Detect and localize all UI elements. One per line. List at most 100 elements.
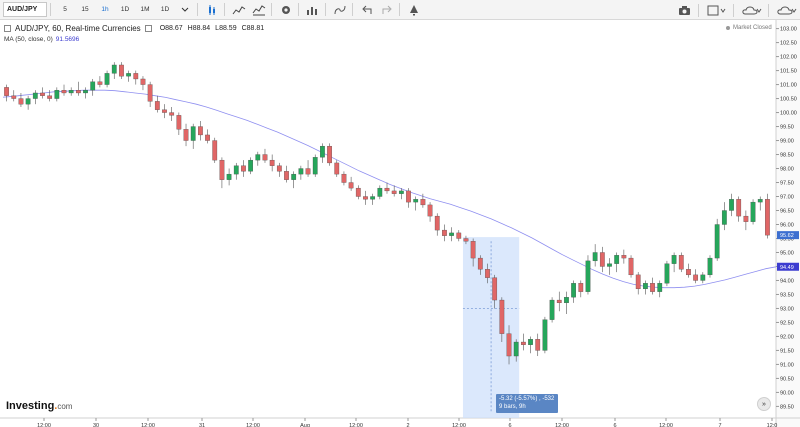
price-tick-label: 92.50 — [780, 320, 794, 326]
price-tick-label: 102.50 — [780, 41, 797, 47]
price-tick-label: 97.00 — [780, 195, 794, 201]
price-tick-label: 101.50 — [780, 69, 797, 75]
symbol-search-input[interactable]: AUD/JPY — [3, 2, 47, 17]
price-tick-label: 99.00 — [780, 139, 794, 145]
toolbar-separator — [50, 3, 51, 16]
candle-body — [578, 283, 584, 292]
dropdown-icon[interactable] — [176, 2, 194, 17]
candle-body — [334, 162, 340, 175]
candle-body — [298, 168, 304, 175]
indicators-icon[interactable] — [230, 2, 248, 17]
ohlc-values: O88.67 H88.84 L88.59 C88.81 — [160, 25, 267, 32]
high-value: 88.84 — [192, 25, 211, 32]
toolbar-separator — [399, 3, 400, 16]
candle-body — [126, 73, 131, 77]
candle-body — [765, 199, 770, 236]
candle-body — [377, 187, 383, 197]
candle-body — [147, 84, 153, 102]
candle-body — [456, 232, 462, 239]
toolbar-separator — [271, 3, 272, 16]
candle-body — [528, 339, 533, 345]
price-tick-label: 96.50 — [780, 209, 794, 215]
price-axis-background — [776, 20, 800, 427]
studies-icon[interactable] — [250, 2, 268, 17]
candle-body — [492, 277, 498, 301]
candle-body — [657, 283, 663, 292]
time-tick-label: 12:00 — [452, 423, 466, 427]
candle-body — [750, 201, 756, 222]
redo-icon[interactable] — [378, 2, 396, 17]
candle-body — [90, 81, 96, 91]
cloud-save-icon[interactable] — [739, 3, 765, 18]
candle-body — [40, 92, 45, 96]
toolbar-separator — [733, 3, 734, 17]
timeframe-1m-button[interactable]: 1M — [140, 6, 150, 13]
timeframe-1d-button[interactable]: 1D — [120, 6, 130, 13]
candle-body — [664, 263, 670, 284]
candle-body — [219, 159, 225, 180]
candle-body — [477, 257, 483, 270]
layout-icon[interactable] — [704, 3, 730, 18]
candle-body — [18, 98, 24, 105]
candle-body — [241, 165, 246, 172]
candle-body — [485, 269, 490, 278]
candle-body — [233, 165, 239, 175]
candle-body — [635, 274, 641, 290]
toolbar-separator — [698, 3, 699, 17]
status-dot-icon — [726, 26, 730, 30]
candle-body — [463, 238, 469, 242]
candle-body — [406, 190, 411, 203]
alert-icon[interactable] — [405, 2, 423, 17]
scroll-to-realtime-button[interactable]: » — [757, 397, 771, 411]
candle-body — [327, 145, 332, 164]
candle-body — [535, 339, 541, 351]
candle-body — [686, 269, 691, 276]
camera-icon[interactable] — [673, 3, 695, 18]
timeframe-15-button[interactable]: 15 — [81, 6, 89, 13]
logo-name: Investing — [6, 400, 55, 412]
timeframe-1h-button[interactable]: 1h — [101, 6, 109, 13]
legend-settings-icon[interactable] — [144, 25, 152, 32]
candle-body — [592, 252, 598, 262]
price-tick-label: 100.00 — [780, 111, 797, 117]
timeframe-1d-alt-button[interactable]: 1D — [160, 6, 170, 13]
templates-icon[interactable] — [331, 2, 349, 17]
candle-body — [140, 78, 146, 85]
price-tick-label: 91.00 — [780, 362, 794, 368]
candle-body — [276, 165, 282, 172]
cloud-load-icon[interactable] — [774, 3, 800, 18]
toolbar-separator — [325, 3, 326, 16]
market-status-label: Market Closed — [733, 25, 772, 31]
price-tick-label: 96.00 — [780, 222, 794, 228]
settings-icon[interactable] — [277, 2, 295, 17]
candle-body — [585, 260, 591, 292]
candle-body — [4, 87, 9, 96]
candle-body — [736, 199, 742, 217]
price-tick-label: 97.50 — [780, 181, 794, 187]
candle-style-icon[interactable] — [203, 2, 221, 17]
undo-icon[interactable] — [358, 2, 376, 17]
toolbar-separator — [768, 3, 769, 17]
toolbar-right — [671, 0, 800, 20]
ma-value: 91.5696 — [55, 36, 80, 43]
candle-body — [212, 140, 218, 161]
price-tick-label: 89.50 — [780, 404, 794, 410]
candle-body — [549, 299, 555, 320]
candle-body — [97, 81, 103, 85]
candle-body — [398, 190, 404, 194]
candle-body — [111, 64, 117, 74]
candle-body — [255, 154, 261, 161]
price-tick-label: 94.00 — [780, 278, 794, 284]
price-chart[interactable]: 103.00 102.50 102.00 101.50 101.00 100.50 100.… — [0, 20, 800, 427]
toolbar-separator — [298, 3, 299, 16]
candle-body — [650, 283, 655, 292]
price-tick-label: 95.00 — [780, 250, 794, 256]
ma-legend[interactable]: MA (50, close, 0) 91.5696 — [4, 36, 79, 43]
compare-icon[interactable] — [304, 2, 322, 17]
timeframe-5-button[interactable]: 5 — [63, 6, 67, 13]
collapse-icon[interactable] — [4, 25, 11, 32]
candle-body — [312, 157, 318, 175]
candle-body — [621, 255, 627, 259]
price-tick-label: 92.00 — [780, 334, 794, 340]
